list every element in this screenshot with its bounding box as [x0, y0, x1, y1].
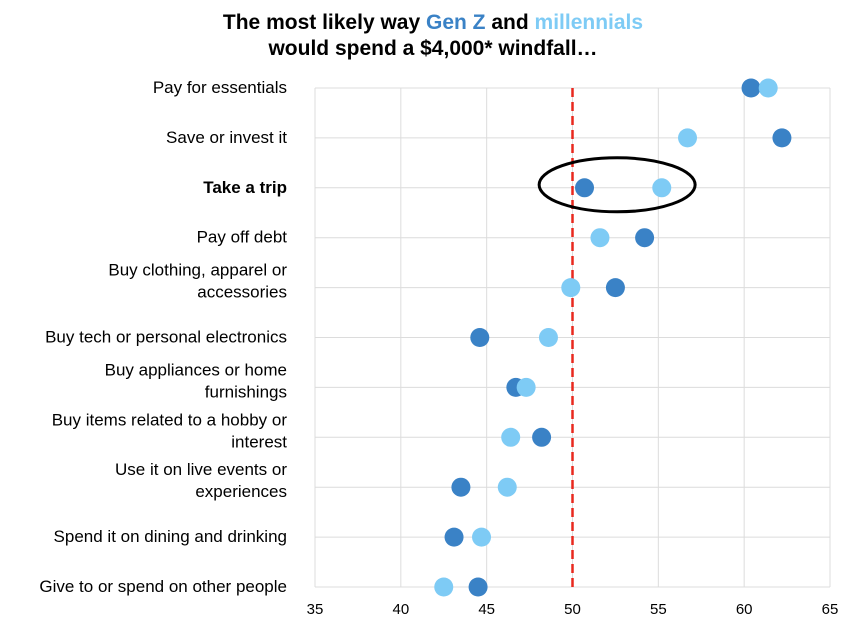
category-label: Use it on live events or: [115, 460, 287, 479]
genz-point: [451, 477, 471, 497]
x-tick-label: 55: [650, 601, 667, 618]
genz-point: [444, 527, 464, 547]
title-millennials-word: millennials: [534, 11, 644, 34]
title-line-1: The most likely way Gen Z and millennial…: [0, 10, 866, 36]
category-label: Buy clothing, apparel or: [108, 261, 287, 280]
category-label: Buy tech or personal electronics: [45, 328, 287, 347]
highlight-ellipse: [537, 156, 697, 214]
genz-point: [470, 328, 490, 347]
chart-title: The most likely way Gen Z and millennial…: [0, 10, 866, 62]
millennials-point: [497, 477, 517, 497]
millennials-point: [590, 228, 610, 248]
x-tick-label: 60: [736, 601, 753, 618]
millennials-point: [434, 577, 454, 597]
category-label: interest: [231, 432, 287, 451]
x-tick-label: 45: [478, 601, 495, 618]
millennials-point: [472, 527, 492, 547]
millennials-point: [678, 128, 698, 148]
category-label: Buy appliances or home: [105, 360, 287, 379]
genz-point: [772, 128, 792, 148]
title-line-2: would spend a $4,000* windfall…: [268, 37, 598, 60]
x-tick-label: 40: [392, 601, 409, 618]
title-genz-word: Gen Z: [426, 11, 486, 34]
genz-point: [605, 278, 625, 298]
category-label: accessories: [197, 283, 287, 302]
category-label: furnishings: [205, 382, 287, 401]
x-tick-label: 35: [307, 601, 324, 618]
millennials-point: [538, 328, 558, 347]
category-label: Give to or spend on other people: [39, 577, 287, 596]
millennials-point: [561, 278, 581, 298]
category-label: Save or invest it: [166, 128, 287, 147]
x-tick-label: 65: [822, 601, 839, 618]
genz-point: [575, 178, 595, 198]
millennials-point: [516, 377, 536, 397]
category-label: experiences: [195, 482, 287, 501]
title-middle: and: [485, 11, 535, 34]
millennials-point: [501, 427, 521, 447]
category-label: Take a trip: [203, 178, 287, 197]
genz-point: [468, 577, 488, 597]
genz-point: [532, 427, 552, 447]
category-label: Spend it on dining and drinking: [54, 527, 287, 546]
millennials-point: [652, 178, 672, 198]
x-tick-label: 50: [564, 601, 581, 618]
millennials-point: [758, 78, 778, 98]
category-label: Pay off debt: [197, 228, 288, 247]
title-prefix: The most likely way: [222, 11, 426, 34]
genz-point: [635, 228, 655, 248]
category-label: Pay for essentials: [153, 78, 287, 97]
genz-point: [741, 78, 761, 98]
category-label: Buy items related to a hobby or: [52, 410, 288, 429]
